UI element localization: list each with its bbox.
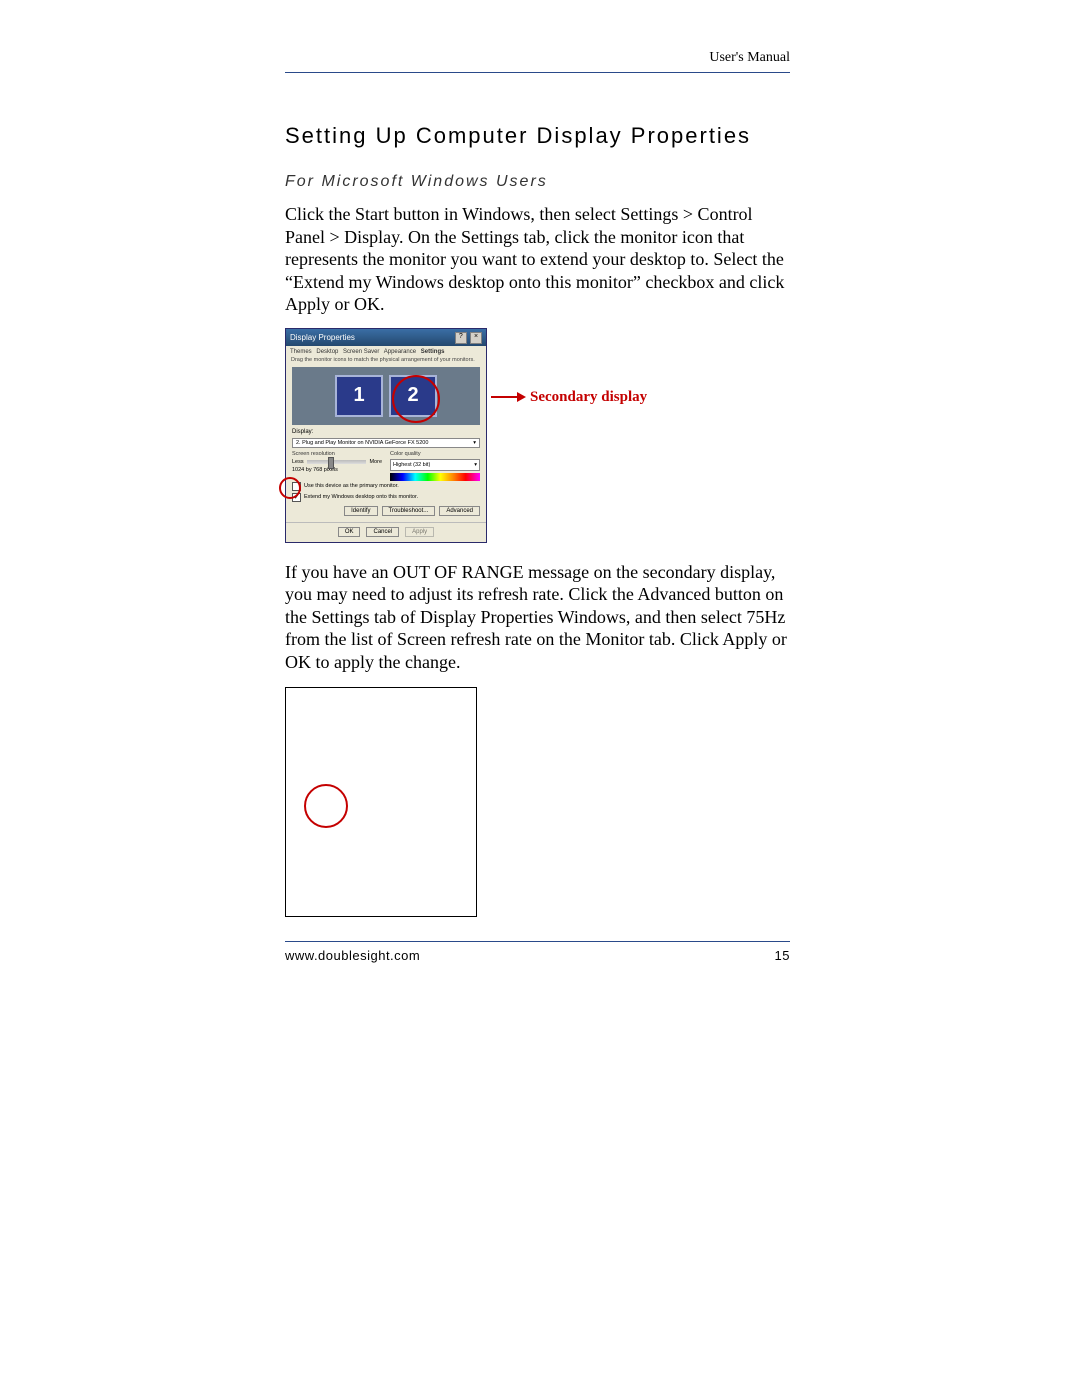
chevron-down-icon: ▾ [474, 462, 477, 468]
dialog-tabs: Themes Desktop Screen Saver Appearance S… [286, 346, 486, 355]
advanced-button[interactable]: Advanced [439, 506, 480, 516]
paragraph-2: If you have an OUT OF RANGE message on t… [285, 561, 790, 674]
extend-desktop-label: Extend my Windows desktop onto this moni… [304, 494, 418, 500]
display-dropdown-value: 2. Plug and Play Monitor on NVIDIA GeFor… [296, 440, 428, 446]
cancel-button[interactable]: Cancel [366, 527, 399, 537]
annotation-circle-monitor2 [392, 375, 440, 423]
footer-url: www.doublesight.com [285, 948, 420, 963]
page-header: User's Manual [285, 50, 790, 73]
apply-button[interactable]: Apply [405, 527, 434, 537]
annotation-circle-refresh-rate [304, 784, 348, 828]
identify-button[interactable]: Identify [344, 506, 377, 516]
ok-button[interactable]: OK [338, 527, 361, 537]
resolution-slider[interactable] [307, 460, 367, 464]
figure-advanced-dialog-placeholder [285, 687, 477, 917]
primary-monitor-label: Use this device as the primary monitor. [304, 483, 399, 489]
slider-more-label: More [369, 459, 382, 465]
color-quality-block: Color quality Highest (32 bit) ▾ [390, 451, 480, 481]
paragraph-1: Click the Start button in Windows, then … [285, 203, 790, 316]
display-properties-dialog: Display Properties ? × Themes Desktop Sc… [285, 328, 487, 543]
arrow-right-icon [517, 392, 526, 402]
tab-desktop[interactable]: Desktop [316, 349, 338, 355]
figure-display-properties: Display Properties ? × Themes Desktop Sc… [285, 328, 790, 543]
tab-screensaver[interactable]: Screen Saver [343, 349, 379, 355]
tab-settings[interactable]: Settings [421, 349, 445, 355]
header-right-text: User's Manual [709, 50, 790, 65]
slider-less-label: Less [292, 459, 304, 465]
help-icon[interactable]: ? [455, 332, 467, 344]
window-buttons: ? × [454, 331, 482, 344]
dialog-title-text: Display Properties [290, 333, 355, 342]
color-strip [390, 473, 480, 481]
annotation-circle-checkbox [279, 477, 301, 499]
dialog-hint-text: Drag the monitor icons to match the phys… [286, 355, 486, 365]
color-quality-dropdown[interactable]: Highest (32 bit) ▾ [390, 459, 480, 471]
dialog-titlebar: Display Properties ? × [286, 329, 486, 346]
color-quality-label: Color quality [390, 451, 480, 457]
callout-arrow [491, 392, 526, 402]
color-quality-value: Highest (32 bit) [393, 462, 430, 468]
section-subtitle: For Microsoft Windows Users [285, 173, 790, 191]
page-title: Setting Up Computer Display Properties [285, 123, 790, 149]
tab-appearance[interactable]: Appearance [384, 349, 416, 355]
callout-secondary-display: Secondary display [530, 389, 647, 406]
screen-resolution-block: Screen resolution Less More 1024 by 768 … [292, 451, 382, 481]
resolution-value: 1024 by 768 pixels [292, 467, 382, 473]
troubleshoot-button[interactable]: Troubleshoot... [382, 506, 436, 516]
page-footer: www.doublesight.com 15 [285, 941, 790, 963]
monitor-arrangement-area: 1 2 [292, 367, 480, 425]
display-dropdown[interactable]: 2. Plug and Play Monitor on NVIDIA GeFor… [292, 438, 480, 448]
close-icon[interactable]: × [470, 332, 482, 344]
monitor-1[interactable]: 1 [335, 375, 383, 417]
display-label: Display: [286, 427, 486, 437]
chevron-down-icon: ▾ [473, 440, 476, 446]
tab-themes[interactable]: Themes [290, 349, 312, 355]
footer-page-number: 15 [775, 948, 790, 963]
